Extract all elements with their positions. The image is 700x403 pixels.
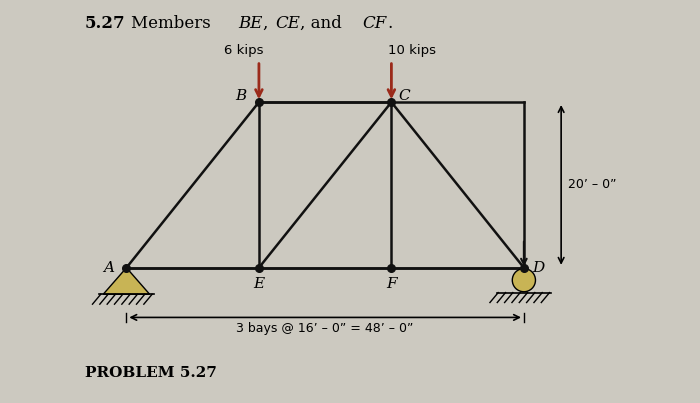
Text: 6 kips: 6 kips (224, 44, 264, 57)
Text: 3 bays @ 16’ – 0” = 48’ – 0”: 3 bays @ 16’ – 0” = 48’ – 0” (237, 322, 414, 335)
Text: 5.27: 5.27 (85, 15, 126, 32)
Text: E: E (253, 277, 265, 291)
Text: ,: , (263, 15, 274, 32)
Text: , and: , and (300, 15, 347, 32)
Text: .: . (387, 15, 393, 32)
Text: Members: Members (131, 15, 216, 32)
Polygon shape (104, 268, 150, 294)
Text: D: D (533, 261, 545, 275)
Circle shape (512, 268, 536, 292)
Text: A: A (103, 261, 113, 275)
Text: CF: CF (363, 15, 386, 32)
Text: PROBLEM 5.27: PROBLEM 5.27 (85, 366, 217, 380)
Text: 10 kips: 10 kips (388, 44, 436, 57)
Text: BE: BE (238, 15, 262, 32)
Text: B: B (235, 89, 246, 102)
Text: 20’ – 0”: 20’ – 0” (568, 179, 616, 191)
Text: CE: CE (276, 15, 300, 32)
Text: C: C (398, 89, 409, 102)
Text: F: F (386, 277, 397, 291)
